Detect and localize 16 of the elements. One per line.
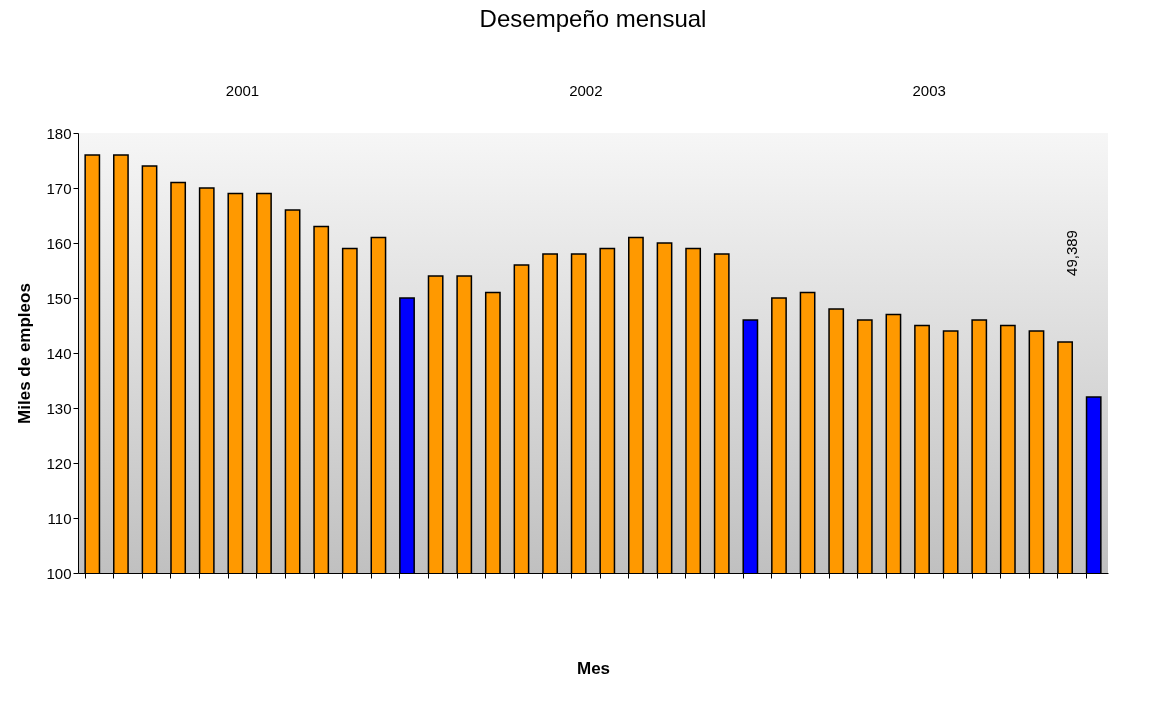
annotation: 49,389	[1063, 230, 1081, 276]
y-tick-label: 160	[46, 234, 72, 252]
y-tick-label: 170	[46, 179, 72, 197]
y-axis-title: Miles de empleos	[15, 283, 35, 424]
y-tick-label: 100	[46, 564, 72, 582]
y-tick-label: 140	[46, 344, 72, 362]
text: 2002	[569, 82, 603, 99]
chart-title: Desempeño mensual	[479, 5, 707, 32]
y-tick-label: 120	[46, 454, 72, 472]
text: 2003	[912, 82, 946, 99]
y-tick-label: 130	[46, 399, 72, 417]
y-tick-label: 150	[46, 289, 72, 307]
y-tick-label: 180	[46, 124, 72, 142]
y-tick-label: 110	[47, 509, 72, 527]
x-axis-title: Mes	[576, 658, 611, 678]
text: 2001	[225, 82, 260, 99]
